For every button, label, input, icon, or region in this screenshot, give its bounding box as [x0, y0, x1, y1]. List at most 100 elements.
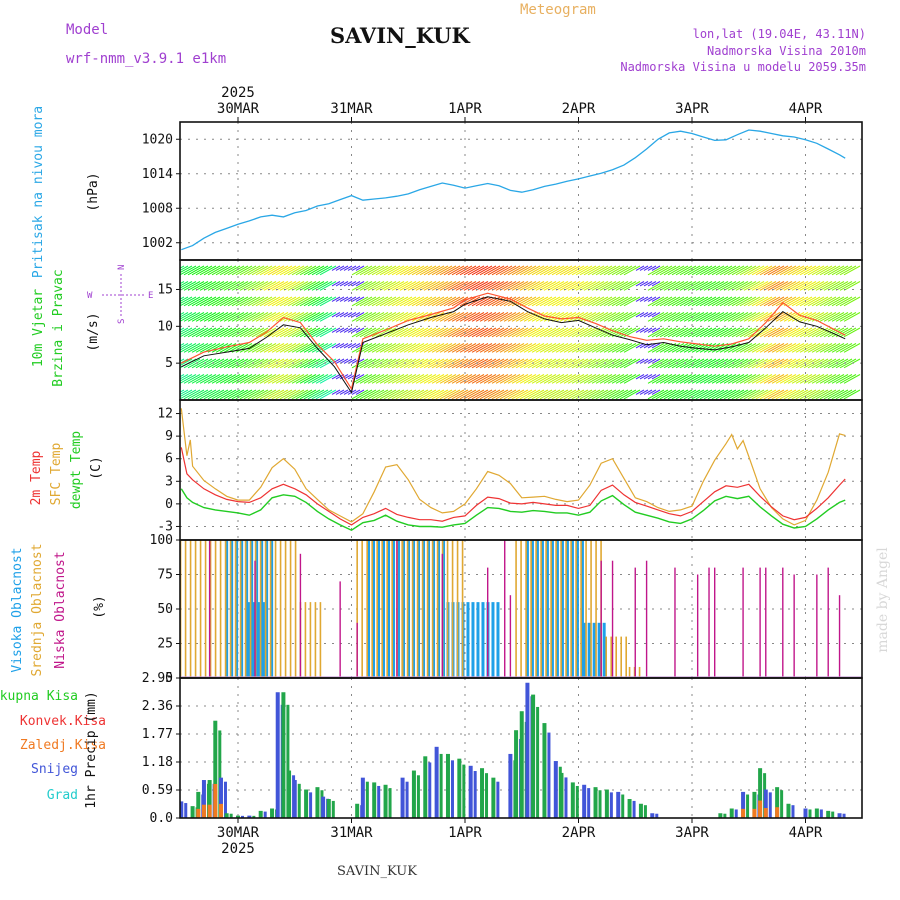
wind-barb [555, 343, 573, 353]
wind-barb [775, 389, 793, 400]
temp-dew-title: dewpt Temp [69, 431, 84, 509]
wind-barb [611, 265, 629, 276]
wind-barb [275, 327, 293, 338]
precip-bar [400, 777, 405, 818]
wind-barb [355, 327, 373, 338]
wind-barb [651, 312, 661, 318]
wind-barb [463, 327, 481, 338]
wind-barb [775, 327, 793, 338]
wind-barb [839, 389, 857, 400]
wind-barb [743, 389, 761, 400]
wind-barb [607, 312, 625, 322]
wind-barb [719, 265, 737, 276]
wind-barb [535, 296, 553, 307]
wind-barb [299, 374, 317, 384]
wind-barb [543, 343, 561, 353]
wind-barb [819, 389, 837, 400]
wind-barb [523, 343, 541, 353]
wind-barb [799, 343, 817, 353]
wind-barb [483, 374, 501, 384]
wind-barb [539, 374, 557, 384]
wind-barb [483, 327, 501, 338]
wind-barb [491, 265, 509, 276]
wind-barb [567, 343, 585, 353]
wind-barb [679, 358, 697, 369]
wind-barb [471, 296, 489, 307]
wind-barb [375, 281, 393, 291]
wind-barb [467, 374, 485, 384]
wind-barb [215, 296, 233, 307]
wind-barb [647, 312, 657, 318]
wind-barb [775, 358, 793, 369]
wind-barb [223, 389, 241, 400]
wind-barb [180, 327, 189, 333]
wind-barb [295, 389, 313, 400]
wind-barb [347, 281, 357, 287]
wind-barb [643, 374, 653, 380]
wind-barb [527, 327, 545, 338]
wind-barb [180, 312, 197, 322]
wind-barb [195, 296, 213, 307]
wind-barb [247, 374, 265, 384]
wind-barb [615, 343, 633, 353]
precip-bar [445, 753, 450, 818]
wind-barb [715, 265, 733, 276]
wind-barb [343, 281, 353, 287]
elevation-text: Nadmorska Visina 2010m [707, 44, 866, 58]
wind-barb [727, 265, 745, 276]
precip-bar [598, 790, 602, 818]
wind-barb [407, 265, 425, 276]
wind-barb [719, 358, 737, 369]
wind-barb [647, 389, 657, 395]
wind-barb [180, 343, 197, 353]
wind-barb [771, 281, 789, 291]
wind-barb [423, 343, 441, 353]
wind-barb [279, 312, 297, 322]
wind-barb [363, 389, 381, 400]
wind-barb [411, 374, 429, 384]
wind-barb [543, 358, 561, 369]
x-day-label-bottom: 1APR [448, 825, 482, 841]
wind-barb [183, 389, 201, 400]
wind-barb [719, 312, 737, 322]
wind-barb [283, 281, 301, 291]
wind-barb [180, 343, 181, 345]
wind-barb [655, 327, 673, 338]
wind-barb [351, 312, 361, 318]
wind-barb [799, 265, 817, 276]
wind-barb [471, 281, 489, 291]
wind-barb [731, 389, 749, 400]
wind-barb [787, 389, 805, 400]
wind-barb [651, 296, 661, 302]
wind-barb [687, 265, 705, 276]
wind-barb [583, 389, 601, 400]
wind-barb [663, 389, 681, 400]
wind-barb [299, 265, 317, 276]
wind-barb [511, 281, 529, 291]
wind-barb [227, 327, 245, 338]
wind-barb [359, 312, 377, 322]
wind-barb [239, 265, 257, 276]
wind-barb [259, 281, 277, 291]
precip-bar [791, 805, 795, 818]
wind-barb [215, 327, 233, 338]
wind-barb [839, 343, 857, 353]
wind-direction-key: W N E S [87, 265, 153, 324]
wind-barb [723, 374, 741, 384]
wind-barb [180, 343, 193, 351]
wind-barb [463, 389, 481, 400]
precip-bar [331, 800, 335, 818]
wind-barb [519, 358, 537, 369]
wind-barb [447, 281, 465, 291]
wind-barb [579, 343, 597, 353]
wind-barb [423, 265, 441, 276]
wind-barb [791, 374, 809, 384]
wind-barb [439, 281, 457, 291]
wind-barb [455, 312, 473, 322]
wind-barb [195, 374, 213, 384]
wind-barb [180, 389, 185, 393]
wind-barb [475, 296, 493, 307]
wind-barb [755, 389, 773, 400]
wind-barb [243, 265, 261, 276]
wind-barb [839, 374, 857, 384]
